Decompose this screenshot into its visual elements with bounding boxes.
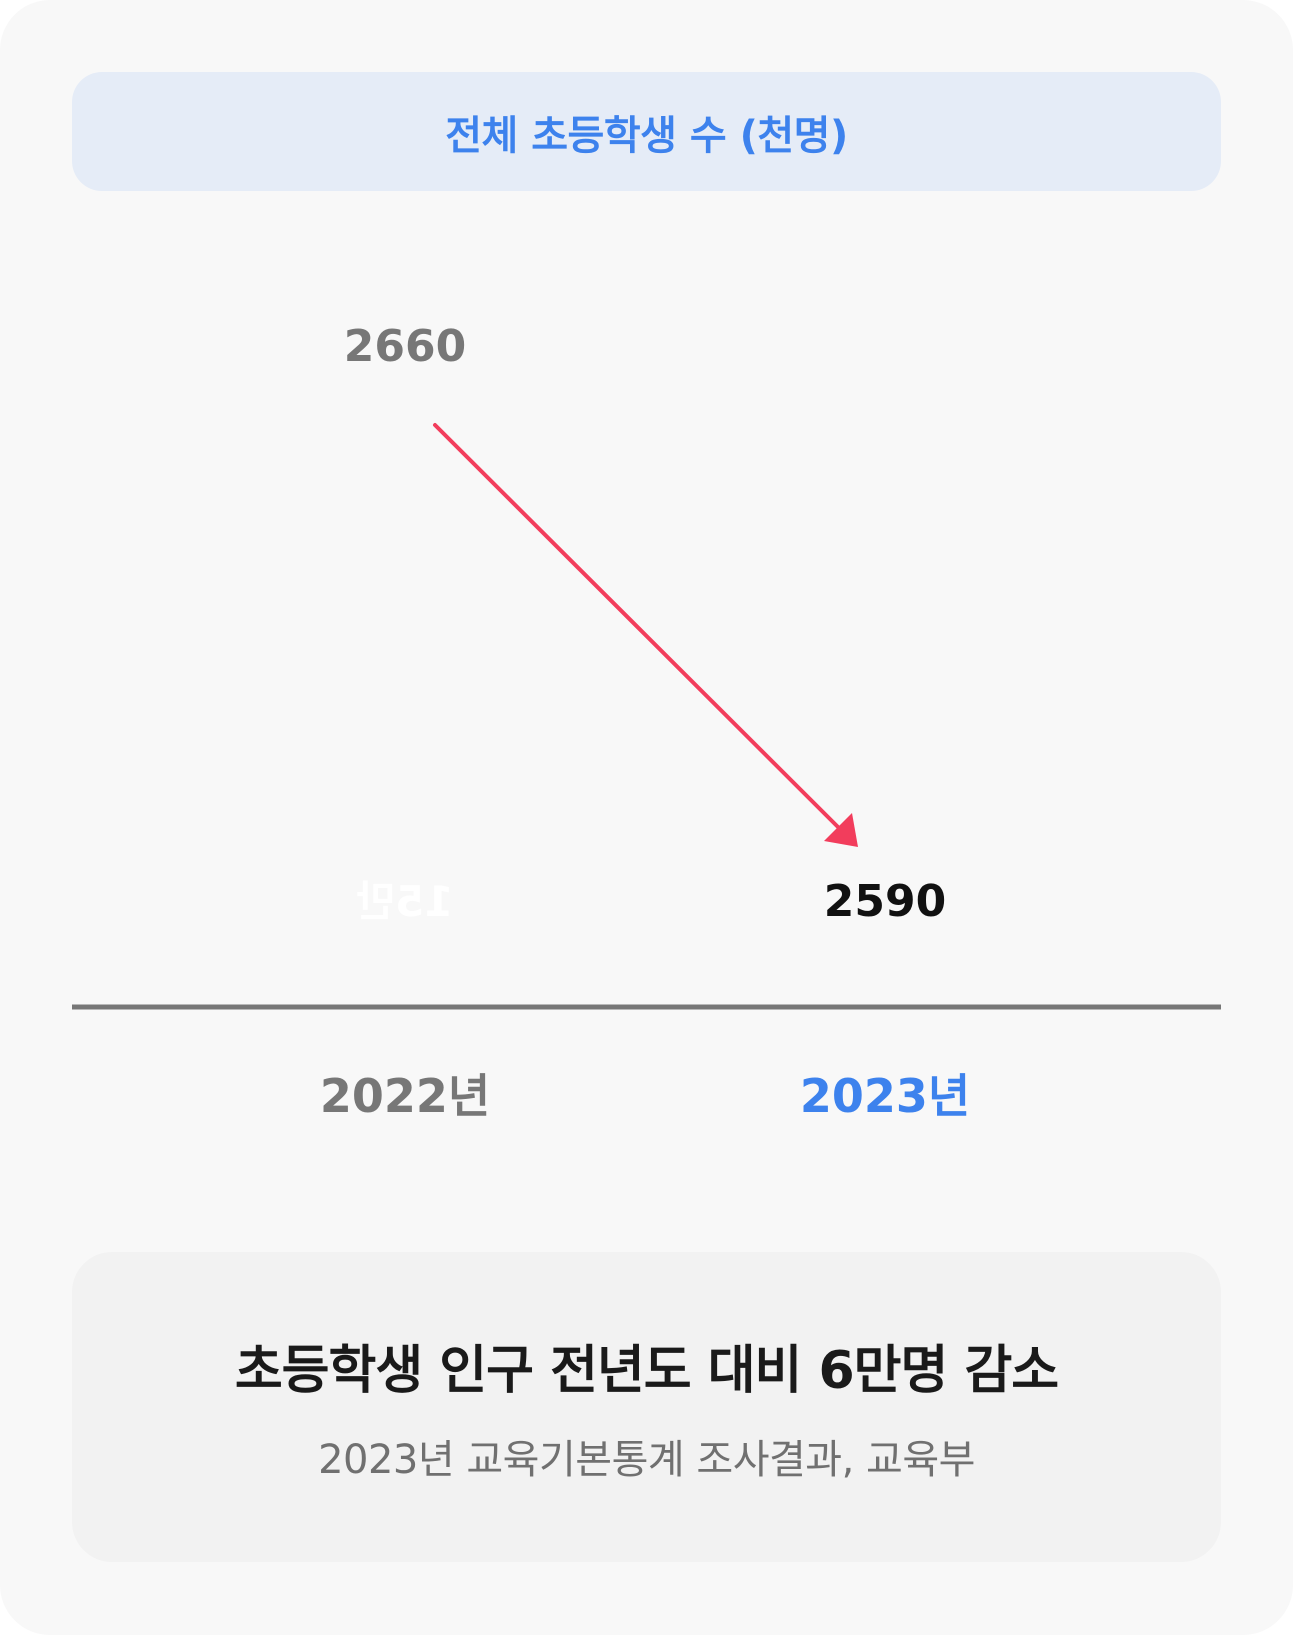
trend-arrow-line xyxy=(433,423,846,835)
chart-title-banner: 전체 초등학생 수 (천명) xyxy=(72,72,1221,191)
data-label-2022: 2660 xyxy=(344,321,466,372)
chart-title: 전체 초등학생 수 (천명) xyxy=(445,112,848,159)
ghost-label: 15만 xyxy=(356,877,453,926)
summary-headline: 초등학생 인구 전년도 대비 6만명 감소 xyxy=(234,1341,1059,1401)
trend-arrowhead xyxy=(824,813,858,847)
category-label-2023: 2023년 xyxy=(800,1069,970,1123)
chart-area: 2660 2590 15만 2022년 2023년 xyxy=(72,321,1221,1123)
category-label-2022: 2022년 xyxy=(320,1069,490,1123)
data-label-2023: 2590 xyxy=(824,876,946,927)
summary-box: 초등학생 인구 전년도 대비 6만명 감소 2023년 교육기본통계 조사결과,… xyxy=(72,1252,1221,1562)
source-caption: 2023년 교육기본통계 조사결과, 교육부 xyxy=(318,1437,975,1483)
